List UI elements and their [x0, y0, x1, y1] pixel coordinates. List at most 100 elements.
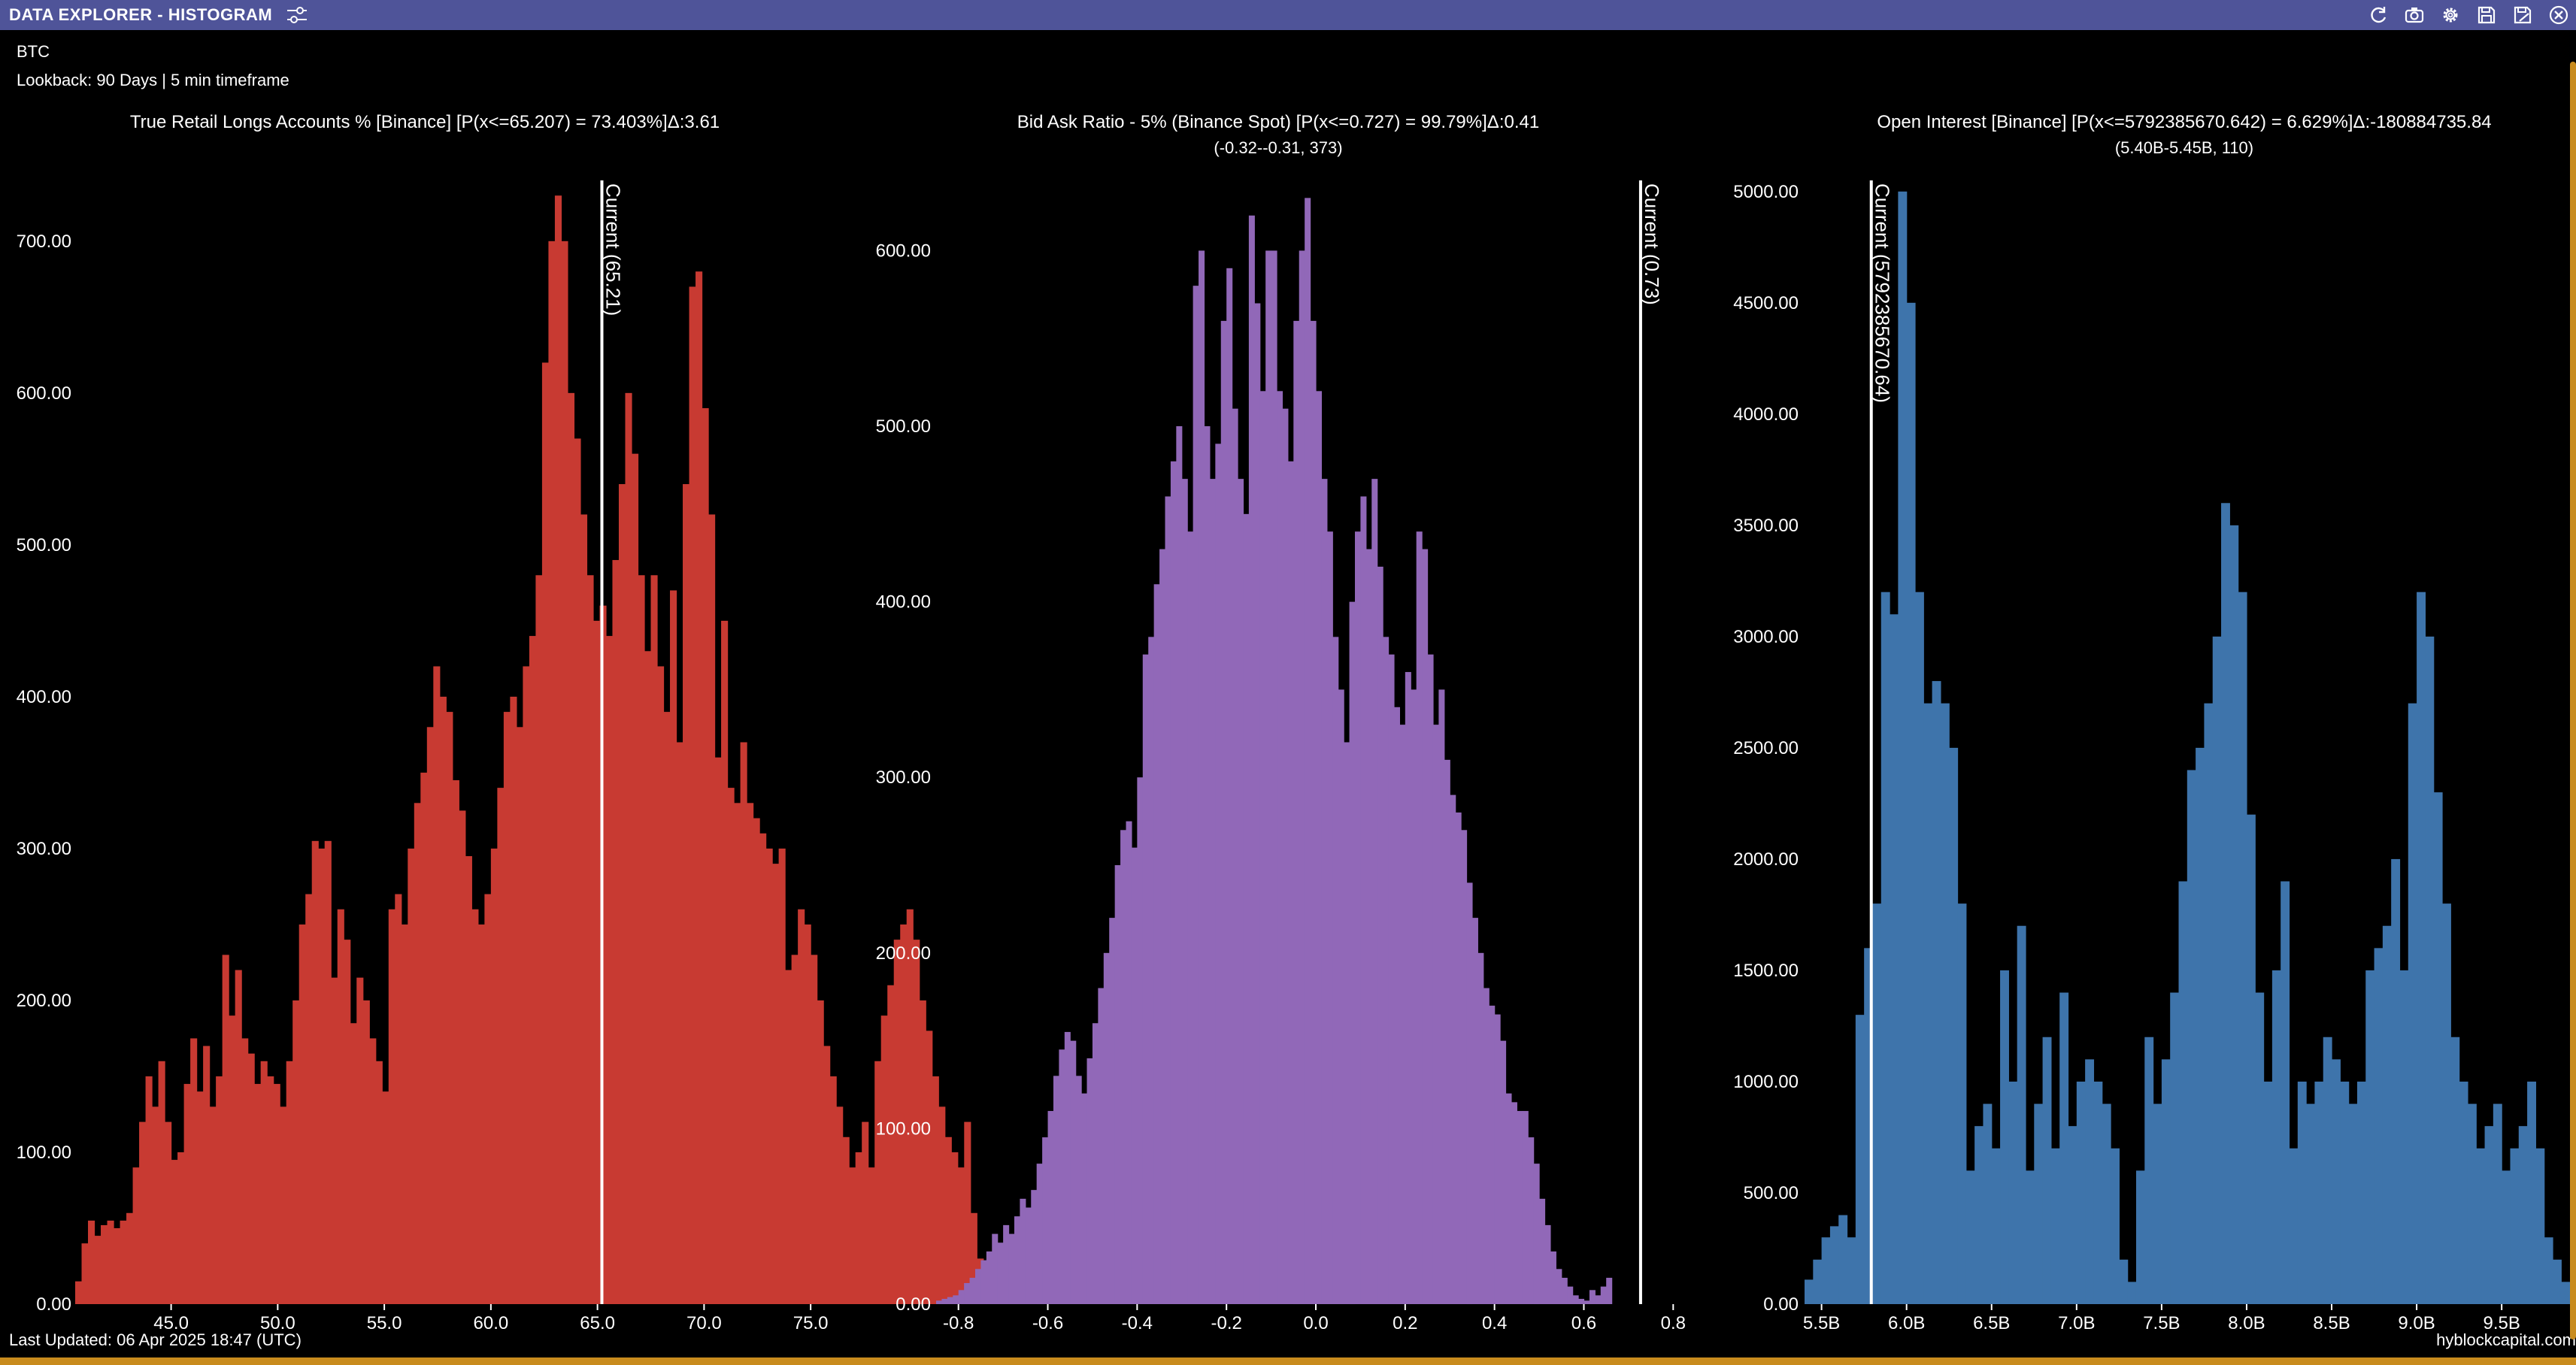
histogram-bar — [375, 1061, 383, 1304]
histogram-bar — [331, 977, 338, 1304]
save-icon[interactable] — [2475, 4, 2498, 26]
refresh-icon[interactable] — [2367, 4, 2390, 26]
histogram-bar — [1226, 268, 1233, 1304]
histogram-bar — [433, 666, 441, 1304]
histogram-bar — [1086, 1058, 1093, 1304]
histogram-bar — [286, 1061, 293, 1304]
histogram-bar — [1232, 408, 1238, 1305]
histogram-bar — [817, 1000, 824, 1304]
histogram-bar — [944, 1136, 952, 1304]
y-tick-label: 300.00 — [876, 767, 931, 788]
histogram-bar — [2187, 770, 2196, 1304]
histogram-bar — [1215, 443, 1222, 1304]
y-tick-label: 1500.00 — [1733, 961, 1799, 981]
histogram-bar — [1600, 1286, 1607, 1304]
histogram-bar — [893, 940, 901, 1304]
y-tick-label: 0.00 — [36, 1294, 71, 1315]
histogram-bar — [465, 856, 472, 1304]
x-tick-label: 55.0 — [367, 1313, 402, 1333]
histogram-bar — [1277, 391, 1283, 1304]
histogram-bar — [676, 742, 683, 1304]
histogram-bar — [2332, 1059, 2341, 1304]
histogram-bar — [318, 848, 326, 1304]
histogram-bar — [203, 1046, 211, 1304]
y-tick-label: 600.00 — [17, 383, 71, 404]
histogram-bar — [592, 620, 601, 1304]
gear-icon[interactable] — [2439, 4, 2462, 26]
histogram-bar — [1293, 320, 1300, 1305]
histogram-bar — [2263, 1081, 2273, 1304]
histogram-bar — [1120, 830, 1127, 1304]
histogram-bar — [1572, 1295, 1579, 1304]
y-tick-label: 400.00 — [17, 687, 71, 707]
histogram-bar — [190, 1038, 198, 1304]
histogram-bar — [970, 1212, 977, 1304]
histogram-bar — [241, 1038, 249, 1304]
bottom-border — [0, 1357, 2576, 1365]
histogram-bar — [868, 1167, 875, 1304]
histogram-bar — [1466, 882, 1473, 1305]
histogram-bar — [1338, 689, 1344, 1304]
camera-icon[interactable] — [2403, 4, 2426, 26]
histogram-bar — [1254, 303, 1261, 1304]
histogram-bar — [2059, 992, 2069, 1304]
histogram-bar — [953, 1295, 959, 1304]
histogram-bar — [951, 1152, 959, 1304]
brand-label: hyblockcapital.com — [2436, 1330, 2576, 1349]
x-tick-label: 0.6 — [1571, 1313, 1596, 1333]
histogram-bar — [120, 1220, 127, 1304]
histogram-bar — [759, 833, 767, 1304]
histogram-bar — [683, 484, 690, 1304]
histogram-bar — [1326, 531, 1333, 1305]
histogram-bar — [561, 241, 568, 1304]
histogram-bar — [785, 970, 792, 1304]
histogram-bar — [439, 696, 447, 1304]
x-tick-label: -0.6 — [1032, 1313, 1063, 1333]
histogram-bar — [2204, 703, 2214, 1304]
chart-subtitle: (-0.32--0.31, 373) — [1214, 138, 1342, 157]
y-tick-label: 200.00 — [17, 991, 71, 1011]
histogram-bar — [1170, 461, 1177, 1304]
histogram-bar — [529, 636, 537, 1304]
sliders-icon[interactable] — [286, 5, 308, 25]
histogram-bar — [209, 1106, 217, 1304]
x-tick-label: 6.0B — [1888, 1313, 1925, 1333]
x-tick-label: 0.2 — [1393, 1313, 1417, 1333]
histogram-bar — [1053, 1076, 1059, 1304]
histogram-bar — [1471, 918, 1478, 1304]
histogram-bar — [2042, 1037, 2052, 1304]
histogram-bar — [2093, 1081, 2103, 1304]
y-tick-label: 1000.00 — [1733, 1072, 1799, 1092]
histogram-bar — [1578, 1298, 1585, 1304]
histogram-bar — [1243, 513, 1250, 1304]
histogram-bar — [2417, 592, 2426, 1304]
save-as-icon[interactable] — [2511, 4, 2534, 26]
histogram-bar — [2527, 1081, 2536, 1304]
histogram-bar — [2034, 1103, 2044, 1304]
scrollbar[interactable] — [2570, 62, 2576, 1339]
histogram-bar — [1438, 689, 1445, 1304]
histogram-bar — [1906, 302, 1916, 1304]
histogram-bar — [1131, 847, 1138, 1304]
histogram-bar — [535, 575, 543, 1304]
histogram-bar — [1880, 592, 1890, 1304]
close-icon[interactable] — [2547, 4, 2570, 26]
histogram-bar — [471, 909, 479, 1304]
histogram-bar — [1511, 1102, 1517, 1304]
histogram-bar — [2374, 948, 2384, 1304]
histogram-bar — [2425, 636, 2435, 1304]
histogram-bar — [1864, 948, 1874, 1304]
histogram-bar — [2399, 970, 2409, 1304]
y-tick-label: 3000.00 — [1733, 627, 1799, 647]
histogram-bar — [477, 924, 485, 1304]
histogram-bar — [2408, 703, 2417, 1304]
histogram-bar — [567, 392, 575, 1304]
x-tick-label: 70.0 — [686, 1313, 722, 1333]
histogram-bar — [267, 1076, 274, 1304]
histogram-bar — [1595, 1295, 1602, 1304]
histogram-bar — [362, 1000, 370, 1304]
histogram-bar — [974, 1269, 982, 1304]
chart-title: Open Interest [Binance] [P(x<=5792385670… — [1877, 112, 2491, 132]
histogram-bar — [1159, 549, 1166, 1304]
histogram-bar — [1427, 654, 1434, 1304]
